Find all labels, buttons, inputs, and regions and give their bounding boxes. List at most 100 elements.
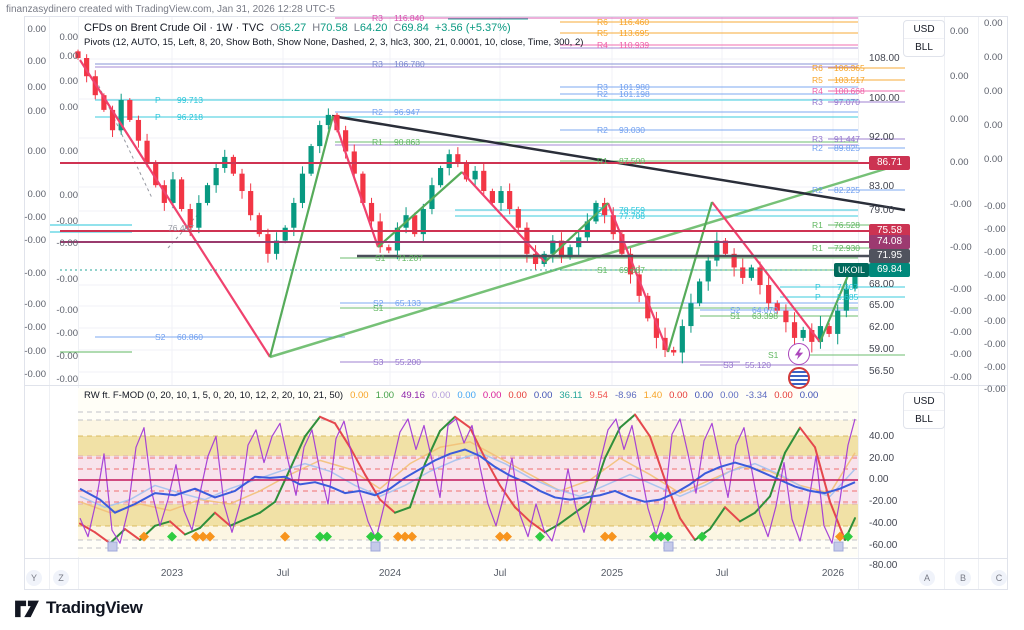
oscillator-title[interactable]: RW ft. F-MOD (0, 20, 10, 1, 5, 0, 20, 10…	[84, 390, 344, 401]
zigzag-up-segment[interactable]	[818, 265, 854, 343]
time-axis-label[interactable]: Jul	[715, 568, 729, 579]
currency-button[interactable]: USD	[904, 21, 944, 39]
left-scale-label[interactable]: -0.00	[56, 305, 78, 316]
right-scale-label[interactable]: 0.00	[950, 157, 969, 168]
left-scale-label[interactable]: -0.00	[56, 351, 78, 362]
price-scale-tick[interactable]: 92.00	[869, 132, 895, 143]
right-scale-label[interactable]: -0.00	[950, 284, 972, 295]
zigzag-up-segment[interactable]	[666, 201, 714, 353]
symbol-header[interactable]: CFDs on Brent Crude Oil · 1W · TVC O65.27…	[84, 22, 511, 34]
oscillator-scale-tick[interactable]: -20.00	[869, 496, 898, 507]
time-axis-label[interactable]: 2023	[160, 568, 184, 579]
left-scale-label[interactable]: 0.00	[27, 189, 47, 200]
zigzag-down-segment[interactable]	[461, 171, 546, 263]
right-scale-label[interactable]: -0.00	[984, 247, 1006, 258]
right-scale-label[interactable]: 0.00	[950, 114, 969, 125]
right-scale-label[interactable]: 0.00	[950, 26, 969, 37]
right-scale-label[interactable]: -0.00	[984, 270, 1006, 281]
unit-button[interactable]: BLL	[915, 414, 933, 425]
zigzag-up-segment[interactable]	[377, 171, 463, 248]
corner-button-b[interactable]: B	[955, 570, 971, 586]
left-scale-label[interactable]: 0.00	[27, 106, 47, 117]
oscillator-scale-tick[interactable]: 0.00	[869, 474, 889, 485]
right-scale-label[interactable]: -0.00	[950, 372, 972, 383]
price-scale-tick[interactable]: 68.00	[869, 279, 895, 290]
left-scale-label[interactable]: 0.00	[27, 24, 47, 35]
right-scale-label[interactable]: 0.00	[984, 18, 1003, 29]
pivots-indicator-header[interactable]: Pivots (12, AUTO, 15, Left, 8, 20, Show …	[84, 37, 584, 48]
right-scale-label[interactable]: 0.00	[984, 86, 1003, 97]
right-scale-label[interactable]: -0.00	[984, 339, 1006, 350]
zigzag-up-segment[interactable]	[544, 202, 609, 263]
left-scale-label[interactable]: -0.00	[24, 235, 46, 246]
oscillator-scale-tick[interactable]: -80.00	[869, 560, 898, 571]
globe-marker-icon[interactable]	[788, 367, 810, 389]
price-scale-tick[interactable]: 59.00	[869, 344, 895, 355]
right-scale-label[interactable]: -0.00	[950, 349, 972, 360]
time-axis-label[interactable]: 2026	[821, 568, 845, 579]
oscillator-scale-tick[interactable]: -40.00	[869, 518, 898, 529]
time-axis-button-y[interactable]: Y	[26, 570, 42, 586]
sketch-line[interactable]	[95, 79, 153, 199]
right-scale-label[interactable]: -0.00	[984, 362, 1006, 373]
left-scale-label[interactable]: 0.00	[59, 102, 79, 113]
right-scale-label[interactable]: -0.00	[984, 224, 1006, 235]
time-axis-button-z[interactable]: Z	[53, 570, 69, 586]
left-scale-label[interactable]: -0.00	[24, 369, 46, 380]
oscillator-scale-tick[interactable]: 40.00	[869, 431, 895, 442]
right-scale-label[interactable]: -0.00	[950, 199, 972, 210]
left-scale-label[interactable]: 0.00	[59, 76, 79, 87]
symbol-title[interactable]: CFDs on Brent Crude Oil · 1W · TVC	[84, 22, 265, 34]
left-scale-label[interactable]: -0.00	[24, 212, 46, 223]
left-scale-label[interactable]: 0.00	[59, 51, 79, 62]
left-scale-label[interactable]: -0.00	[56, 328, 78, 339]
left-scale-label[interactable]: 0.00	[59, 146, 79, 157]
price-scale-tick[interactable]: 62.00	[869, 322, 895, 333]
time-axis-label[interactable]: Jul	[493, 568, 507, 579]
left-scale-label[interactable]: -0.00	[24, 346, 46, 357]
pane-separator[interactable]	[25, 385, 1007, 386]
left-scale-label[interactable]: -0.00	[56, 238, 78, 249]
zigzag-down-segment[interactable]	[711, 201, 821, 343]
zigzag-up-segment[interactable]	[268, 115, 335, 358]
price-scale-tick[interactable]: 65.00	[869, 300, 895, 311]
zigzag-down-segment[interactable]	[79, 59, 271, 358]
right-scale-label[interactable]: -0.00	[984, 384, 1006, 395]
price-scale-tick[interactable]: 56.50	[869, 366, 895, 377]
corner-button-c[interactable]: C	[991, 570, 1007, 586]
right-scale-label[interactable]: -0.00	[984, 293, 1006, 304]
right-scale-label[interactable]: 0.00	[984, 154, 1003, 165]
price-scale-tick[interactable]: 83.00	[869, 181, 895, 192]
oscillator-scale-tick[interactable]: -60.00	[869, 540, 898, 551]
zigzag-down-segment[interactable]	[606, 202, 670, 353]
left-scale-label[interactable]: 0.00	[27, 56, 47, 67]
oscillator-scale-tick[interactable]: 20.00	[869, 453, 895, 464]
right-scale-label[interactable]: -0.00	[950, 327, 972, 338]
left-scale-label[interactable]: 0.00	[27, 146, 47, 157]
right-scale-label[interactable]: 0.00	[950, 71, 969, 82]
time-axis-label[interactable]: 2025	[600, 568, 624, 579]
left-scale-label[interactable]: -0.00	[24, 322, 46, 333]
ascending-trendline[interactable]	[269, 160, 908, 359]
currency-button[interactable]: USD	[904, 393, 944, 411]
left-scale-label[interactable]: -0.00	[24, 299, 46, 310]
left-scale-label[interactable]: -0.00	[56, 374, 78, 385]
zigzag-down-segment[interactable]	[331, 115, 380, 248]
left-scale-label[interactable]: -0.00	[24, 268, 46, 279]
right-scale-label[interactable]: -0.00	[984, 201, 1006, 212]
left-scale-label[interactable]: 0.00	[59, 32, 79, 43]
left-scale-label[interactable]: -0.00	[56, 274, 78, 285]
left-scale-label[interactable]: 0.00	[59, 190, 79, 201]
left-scale-label[interactable]: -0.00	[56, 216, 78, 227]
price-scale-tick[interactable]: 79.00	[869, 205, 895, 216]
left-scale-label[interactable]: 0.00	[27, 82, 47, 93]
corner-button-a[interactable]: A	[919, 570, 935, 586]
right-scale-label[interactable]: -0.00	[984, 316, 1006, 327]
price-scale-tick[interactable]: 108.00	[869, 53, 900, 64]
oscillator-header[interactable]: RW ft. F-MOD (0, 20, 10, 1, 5, 0, 20, 10…	[84, 390, 818, 401]
right-scale-label[interactable]: 0.00	[984, 52, 1003, 63]
lightning-marker-icon[interactable]	[788, 343, 810, 365]
time-axis-label[interactable]: Jul	[276, 568, 290, 579]
right-scale-label[interactable]: -0.00	[950, 242, 972, 253]
right-scale-label[interactable]: -0.00	[950, 306, 972, 317]
